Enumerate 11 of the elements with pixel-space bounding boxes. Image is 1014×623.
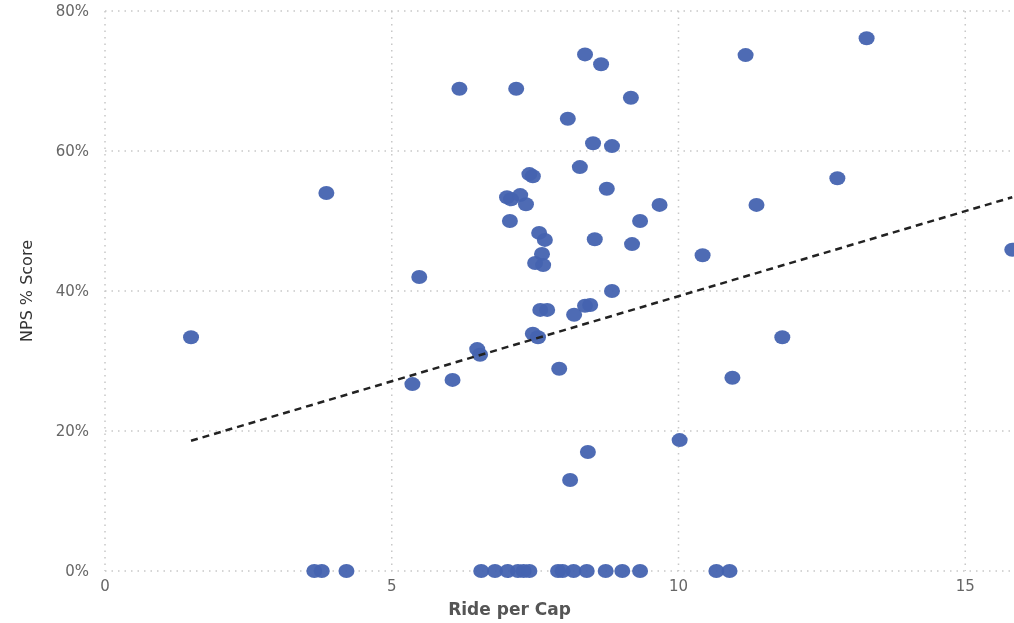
y-axis-title: NPS % Score [17,240,36,342]
y-tick-label: 60% [55,141,89,160]
x-tick-label: 10 [668,577,689,595]
y-tick-label: 0% [65,561,89,580]
x-tick-label: 5 [386,577,397,595]
y-tick-label: 20% [55,421,89,440]
x-tick-label: 0 [100,577,110,595]
x-axis-title: Ride per Cap [448,599,571,619]
y-tick-label: 80% [55,1,89,20]
x-tick-label: 15 [955,577,975,595]
y-tick-label: 40% [55,281,89,300]
